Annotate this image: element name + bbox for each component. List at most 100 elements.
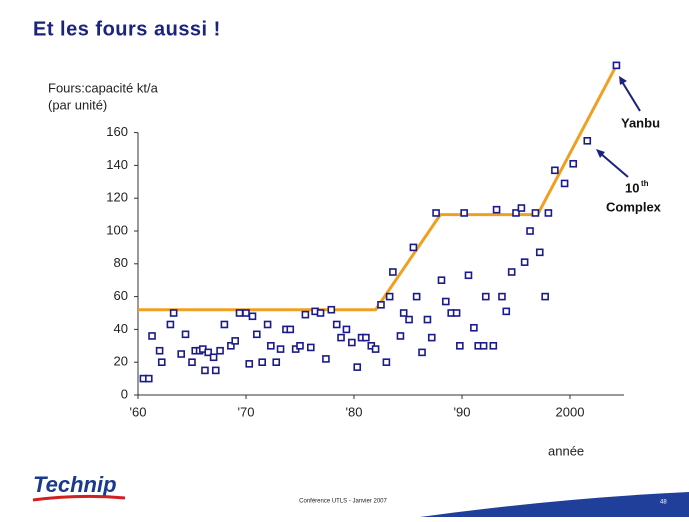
data-point [177, 350, 185, 358]
logo-underline [32, 494, 126, 502]
data-point [242, 309, 250, 317]
data-point [385, 292, 394, 301]
data-point [216, 346, 224, 355]
data-point [396, 332, 405, 340]
x-axis-label: année [548, 443, 584, 458]
data-point [166, 320, 175, 329]
annotation: th [641, 179, 649, 188]
data-point [432, 209, 440, 217]
data-point [418, 348, 426, 357]
data-point [169, 309, 178, 317]
data-point [583, 137, 592, 145]
data-point [248, 312, 257, 321]
data-point [531, 209, 540, 217]
data-point [337, 333, 345, 342]
data-point [544, 209, 553, 217]
data-point [551, 166, 559, 175]
data-point [157, 358, 166, 367]
data-point [389, 268, 397, 276]
data-point [612, 61, 621, 70]
data-point [427, 333, 436, 342]
data-point [377, 300, 385, 309]
y-tick-label: 140 [106, 157, 128, 172]
data-point [181, 330, 190, 339]
x-tick-label: '90 [454, 404, 471, 419]
arrow-head [619, 76, 627, 85]
data-point [502, 307, 511, 316]
annotation: Yanbu [621, 115, 660, 130]
footer-text: Conférence UTLS - Janvier 2007 [299, 499, 387, 505]
y-tick-label: 20 [114, 354, 128, 369]
data-point [362, 333, 370, 342]
data-point [220, 320, 229, 329]
x-tick-label: '60 [130, 404, 147, 419]
data-point [245, 360, 254, 368]
data-point [201, 366, 209, 375]
data-point [253, 330, 261, 339]
slide-title: Et les fours aussi ! [33, 18, 221, 40]
data-point [258, 358, 267, 367]
data-point [460, 209, 468, 217]
data-point [535, 248, 544, 257]
data-point [148, 332, 156, 340]
data-point [470, 323, 478, 332]
data-point [382, 358, 391, 367]
y-axis-label: (par unité) [48, 97, 107, 112]
arrow [599, 152, 629, 178]
data-point [235, 309, 244, 317]
data-point [409, 243, 418, 252]
y-tick-label: 100 [106, 222, 128, 237]
data-point [286, 325, 295, 334]
logo: Technip [33, 472, 117, 497]
data-point [322, 355, 330, 363]
data-point [276, 345, 285, 353]
data-point [209, 353, 218, 362]
data-point [211, 366, 220, 375]
data-point [569, 159, 578, 168]
y-tick-label: 160 [106, 124, 128, 139]
data-point [399, 309, 408, 317]
y-tick-label: 80 [114, 255, 128, 270]
y-axis-label: Fours:capacité kt/a [48, 80, 159, 95]
data-point [301, 310, 310, 319]
data-point [512, 209, 520, 217]
data-point [412, 292, 421, 301]
x-tick-label: 2000 [556, 404, 585, 419]
data-point [560, 179, 569, 188]
data-point [204, 348, 212, 357]
x-tick-label: '70 [238, 404, 255, 419]
arrow [620, 79, 641, 112]
data-point [441, 297, 450, 306]
data-point [507, 268, 516, 276]
annotation: Complex [606, 199, 662, 214]
data-point [306, 343, 315, 352]
annotation: 10 [625, 180, 639, 195]
data-point [489, 341, 498, 350]
data-point [267, 341, 275, 350]
trend-line [138, 64, 618, 312]
data-point [517, 204, 526, 212]
arrow-head [596, 149, 605, 158]
y-tick-label: 40 [114, 321, 128, 336]
data-point [405, 315, 413, 324]
data-point [479, 341, 488, 350]
data-point [155, 346, 164, 355]
data-point [452, 309, 461, 317]
data-point [520, 258, 529, 266]
data-point [437, 276, 446, 285]
data-point [145, 374, 153, 383]
data-point [348, 338, 356, 347]
data-point [353, 363, 362, 371]
data-point [492, 205, 501, 214]
data-point [296, 341, 304, 350]
data-point [464, 271, 473, 280]
data-point [227, 341, 235, 350]
page-number: 48 [660, 500, 667, 506]
data-point [188, 358, 196, 367]
data-point [342, 325, 351, 334]
y-tick-label: 60 [114, 288, 128, 303]
data-point [526, 227, 534, 235]
data-point [498, 292, 506, 301]
data-point [327, 305, 336, 314]
